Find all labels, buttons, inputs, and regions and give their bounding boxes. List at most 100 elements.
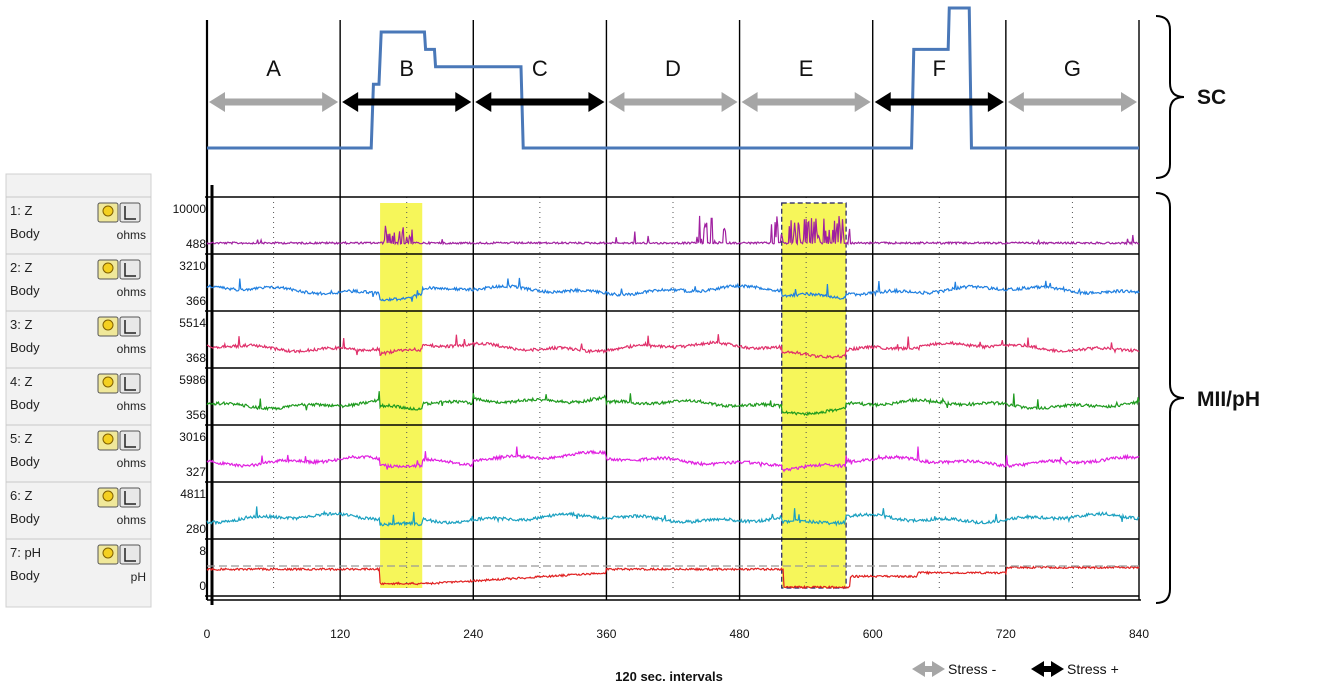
bulb-icon-glyph bbox=[102, 319, 114, 331]
channel-unit: pH bbox=[131, 570, 146, 584]
x-tick-label: 600 bbox=[863, 627, 883, 641]
channel-site: Body bbox=[10, 340, 40, 355]
arrow-shape bbox=[342, 92, 472, 112]
x-tick-label: 480 bbox=[730, 627, 750, 641]
channel-name: 1: Z bbox=[10, 203, 32, 218]
segment-label-D: D bbox=[665, 56, 681, 81]
legend-swatch-stress-plus bbox=[1031, 661, 1064, 677]
channel-unit: ohms bbox=[117, 399, 146, 413]
channel-name: 6: Z bbox=[10, 488, 32, 503]
y-max-label: 4811 bbox=[180, 487, 206, 501]
segment-label-G: G bbox=[1064, 56, 1081, 81]
y-min-label: 327 bbox=[186, 465, 206, 479]
sc-series-line bbox=[207, 6, 1139, 150]
scale-icon-glyph bbox=[124, 548, 136, 562]
brace-sc bbox=[1155, 15, 1185, 179]
channel-site: Body bbox=[10, 397, 40, 412]
y-max-label: 10000 bbox=[173, 202, 207, 216]
channel-trace-1 bbox=[206, 215, 1140, 247]
bulb-icon-glyph bbox=[102, 490, 114, 502]
bulb-icon-glyph bbox=[102, 262, 114, 274]
channel-unit: ohms bbox=[117, 285, 146, 299]
scale-icon-glyph bbox=[124, 263, 136, 277]
segment-label-A: A bbox=[266, 56, 281, 81]
scale-icon-glyph bbox=[124, 377, 136, 391]
y-min-label: 488 bbox=[186, 237, 206, 251]
channel-name: 5: Z bbox=[10, 431, 32, 446]
y-min-label: 356 bbox=[186, 408, 206, 422]
channel-row-4: 4: Z Body ohms 5986 356 bbox=[6, 367, 206, 422]
legend-label-stress-minus: Stress - bbox=[948, 661, 997, 677]
channel-row-1: 1: Z Body ohms 10000 488 bbox=[6, 196, 207, 251]
arrow-shape bbox=[874, 92, 1004, 112]
segment-label-B: B bbox=[399, 56, 414, 81]
channel-row-5: 5: Z Body ohms 3016 327 bbox=[6, 424, 206, 479]
segment-label-F: F bbox=[933, 56, 946, 81]
scale-icon-glyph bbox=[124, 434, 136, 448]
channel-trace-6 bbox=[206, 506, 1140, 527]
arrow-shape bbox=[608, 92, 738, 112]
segment-label-C: C bbox=[532, 56, 548, 81]
legend-label-stress-plus: Stress + bbox=[1067, 661, 1119, 677]
channel-name: 3: Z bbox=[10, 317, 32, 332]
bulb-icon-glyph bbox=[102, 433, 114, 445]
channels-group bbox=[206, 215, 1140, 590]
bulb-icon-glyph bbox=[102, 205, 114, 217]
sc-group bbox=[207, 6, 1139, 150]
channel-unit: ohms bbox=[117, 513, 146, 527]
y-min-label: 280 bbox=[186, 522, 206, 536]
y-min-label: 0 bbox=[199, 579, 206, 593]
channel-trace-5 bbox=[206, 446, 1140, 473]
side-label-sc: SC bbox=[1197, 86, 1226, 109]
channel-name: 2: Z bbox=[10, 260, 32, 275]
y-max-label: 3016 bbox=[179, 430, 206, 444]
brace-mii bbox=[1155, 192, 1185, 604]
x-axis-title: 120 sec. intervals bbox=[615, 669, 723, 684]
channel-site: Body bbox=[10, 568, 40, 583]
y-max-label: 5986 bbox=[179, 373, 206, 387]
y-min-label: 366 bbox=[186, 294, 206, 308]
channel-unit: ohms bbox=[117, 342, 146, 356]
channel-panel: 1: Z Body ohms 10000 488 2: Z Body ohms 3210 366 3… bbox=[5, 173, 207, 608]
channel-site: Body bbox=[10, 454, 40, 469]
channel-trace-2 bbox=[206, 277, 1140, 302]
channel-trace-7 bbox=[206, 565, 1140, 590]
channel-name: 4: Z bbox=[10, 374, 32, 389]
scale-icon-glyph bbox=[124, 320, 136, 334]
channel-site: Body bbox=[10, 226, 40, 241]
y-min-label: 368 bbox=[186, 351, 206, 365]
highlight-band-1 bbox=[380, 203, 423, 588]
highlights bbox=[380, 202, 847, 589]
annotations: A B C D E F G SC MII/pH Stress - Stress + bbox=[209, 15, 1260, 677]
legend-swatch-stress-minus bbox=[912, 661, 945, 677]
side-label-mii: MII/pH bbox=[1197, 388, 1260, 411]
channel-site: Body bbox=[10, 283, 40, 298]
legend: Stress - Stress + bbox=[912, 661, 1119, 677]
channel-trace-4 bbox=[206, 391, 1140, 417]
y-max-label: 5514 bbox=[179, 316, 206, 330]
x-tick-label: 840 bbox=[1129, 627, 1149, 641]
segment-arrow-E bbox=[741, 92, 871, 112]
channel-row-6: 6: Z Body ohms 4811 280 bbox=[6, 481, 206, 536]
x-tick-label: 360 bbox=[596, 627, 616, 641]
segment-label-E: E bbox=[799, 56, 814, 81]
channel-unit: ohms bbox=[117, 228, 146, 242]
channel-trace-3 bbox=[206, 334, 1140, 360]
x-tick-label: 0 bbox=[204, 627, 211, 641]
channel-name: 7: pH bbox=[10, 545, 41, 560]
arrow-shape bbox=[475, 92, 605, 112]
scale-icon-glyph bbox=[124, 206, 136, 220]
channel-site: Body bbox=[10, 511, 40, 526]
segment-arrow-C bbox=[475, 92, 605, 112]
x-tick-label: 720 bbox=[996, 627, 1016, 641]
x-tick-label: 120 bbox=[330, 627, 350, 641]
arrow-shape bbox=[1007, 92, 1137, 112]
segment-arrow-F bbox=[874, 92, 1004, 112]
x-tick-label: 240 bbox=[463, 627, 483, 641]
plot-frame: 0 120 240 360 480 600 720 840 120 sec. intervals bbox=[204, 20, 1149, 684]
highlight-band-2 bbox=[781, 203, 847, 588]
channel-row-7: 7: pH Body pH 8 0 bbox=[6, 538, 206, 593]
segment-arrow-B bbox=[342, 92, 472, 112]
bulb-icon-glyph bbox=[102, 547, 114, 559]
